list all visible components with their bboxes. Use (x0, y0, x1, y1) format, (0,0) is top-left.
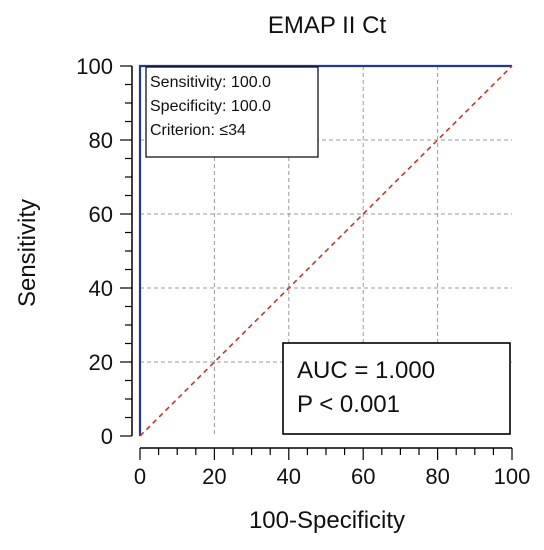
y-axis-label: Sensitivity (14, 199, 41, 307)
y-tick-label: 0 (101, 424, 113, 449)
stats-text: AUC = 1.000 (297, 357, 435, 384)
x-axis-label: 100-Specificity (249, 507, 405, 534)
criterion-text: Criterion: ≤34 (150, 122, 246, 139)
criterion-text: Specificity: 100.0 (150, 98, 271, 115)
reference-diagonal (139, 65, 513, 437)
x-tick-label: 40 (277, 464, 301, 489)
y-tick-label: 100 (76, 54, 113, 79)
x-tick-label: 80 (425, 464, 449, 489)
stats-box (282, 342, 511, 435)
stats-text: P < 0.001 (297, 391, 400, 418)
chart-title: EMAP II Ct (268, 12, 387, 39)
x-tick-label: 100 (494, 464, 531, 489)
y-tick-label: 40 (89, 276, 113, 301)
y-tick-label: 20 (89, 350, 113, 375)
y-tick-label: 60 (89, 202, 113, 227)
roc-curve (138, 64, 512, 436)
x-tick-label: 60 (351, 464, 375, 489)
plot-area (138, 64, 513, 437)
annotations: Sensitivity: 100.0 Specificity: 100.0 Crit… (145, 66, 511, 435)
criterion-box (145, 66, 319, 158)
criterion-text: Sensitivity: 100.0 (150, 74, 271, 91)
x-tick-label: 20 (202, 464, 226, 489)
y-tick-label: 80 (89, 128, 113, 153)
x-tick-label: 0 (134, 464, 146, 489)
axes: 0 20 40 60 80 100 0 20 40 60 80 100 (76, 54, 530, 489)
